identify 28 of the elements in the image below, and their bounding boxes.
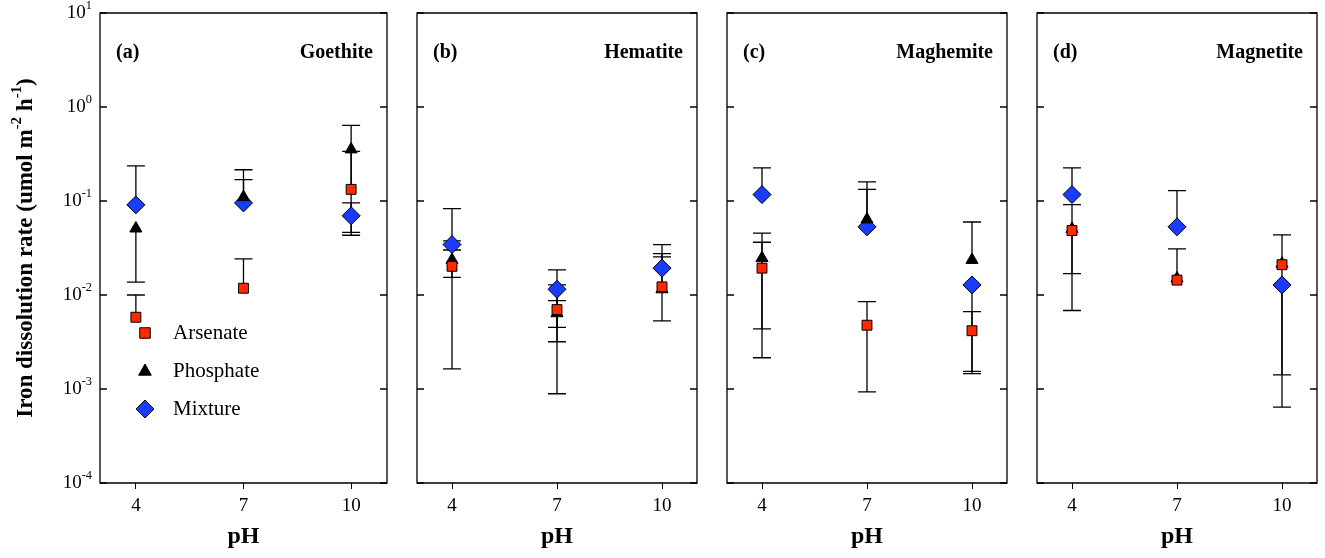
- text: Magnetite: [1216, 40, 1304, 64]
- annotation: (a): [116, 40, 140, 64]
- annotation: (b): [433, 40, 458, 64]
- annotation: (c): [743, 40, 766, 64]
- x-axis-title: pH: [850, 521, 884, 548]
- x-axis-title: pH: [227, 521, 260, 548]
- x-axis-title: pH: [540, 521, 574, 548]
- annotation: (d): [1053, 40, 1078, 64]
- x-tick-label: 10: [652, 494, 672, 516]
- x-tick-label: 4: [131, 494, 142, 516]
- text: Goethite: [299, 40, 374, 63]
- x-tick-label: 7: [552, 494, 562, 516]
- x-tick-label: 4: [757, 494, 768, 516]
- x-tick-label: 7: [1172, 494, 1182, 516]
- text: Maghemite: [896, 40, 994, 64]
- x-tick-label: 10: [962, 494, 982, 516]
- x-axis-title: pH: [1160, 521, 1194, 548]
- x-tick-label: 10: [1272, 494, 1292, 516]
- x-tick-label: 7: [238, 494, 249, 516]
- x-tick-label: 4: [1067, 494, 1078, 516]
- legend-label: Mixture: [173, 395, 241, 420]
- x-tick-label: 7: [862, 494, 872, 516]
- legend-label: Arsenate: [173, 319, 248, 344]
- y-axis-title: Iron dissolution rate (umol m-2 h-1): [7, 78, 37, 418]
- x-tick-label: 4: [447, 494, 458, 516]
- x-tick-label: 10: [341, 494, 361, 516]
- legend-label: Phosphate: [173, 357, 260, 382]
- text: Hematite: [604, 40, 684, 63]
